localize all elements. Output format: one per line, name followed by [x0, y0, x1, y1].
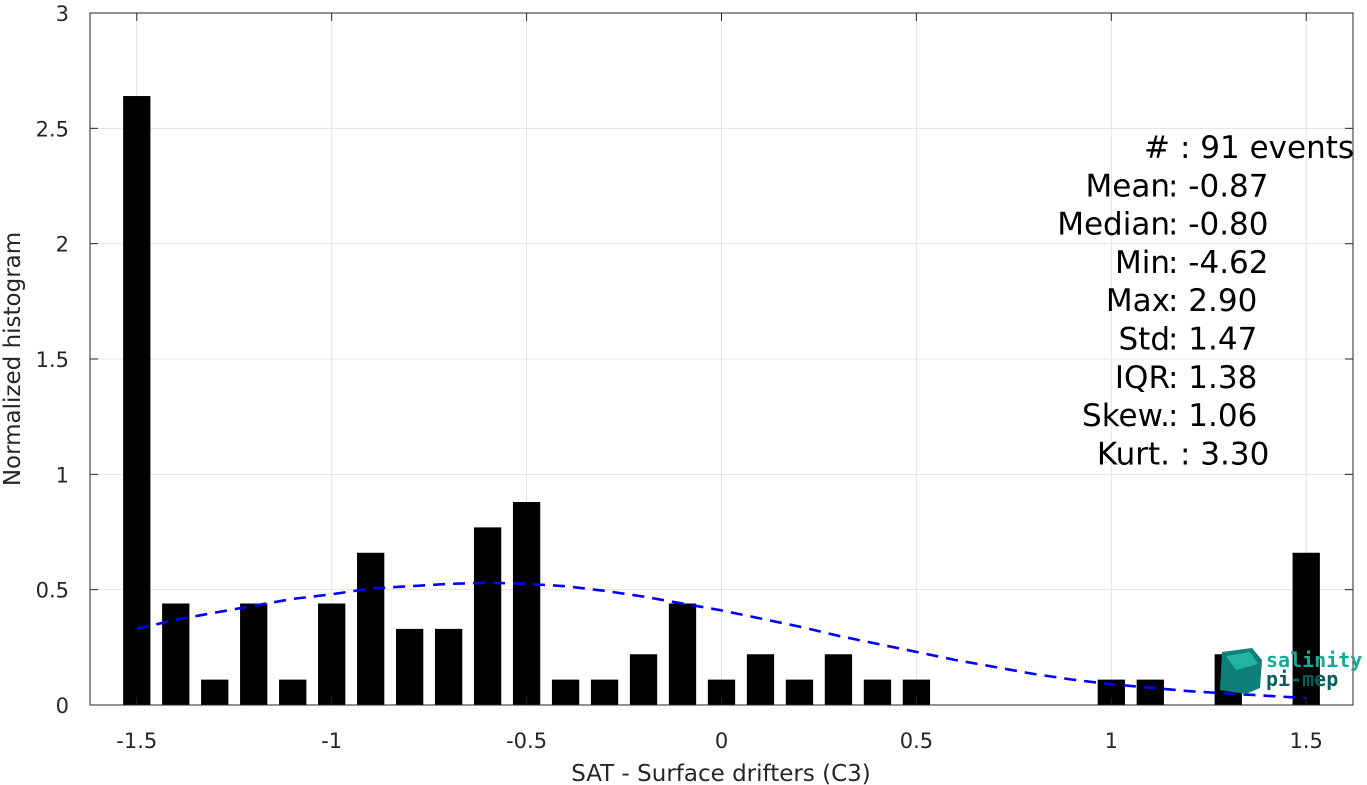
histogram-bar — [473, 527, 502, 705]
histogram-bar — [863, 679, 892, 705]
stat-label: # — [1144, 130, 1170, 166]
histogram-bar — [590, 679, 619, 705]
histogram-bar — [396, 628, 424, 705]
y-tick-label: 0 — [56, 694, 69, 718]
y-axis-label: Normalized histogram — [0, 232, 26, 486]
y-tick-label: 1.5 — [36, 348, 69, 372]
logo-text-salinity: salinity — [1266, 648, 1362, 672]
histogram-bar — [162, 603, 190, 705]
stat-label: Median — [1057, 207, 1170, 243]
stat-label: IQR — [1115, 360, 1170, 396]
histogram-bar — [512, 502, 541, 705]
stat-label: Max — [1106, 283, 1170, 319]
histogram-bar — [746, 654, 775, 705]
histogram-bar — [551, 679, 580, 705]
x-tick-label: -1 — [321, 729, 342, 753]
x-tick-label: 0.5 — [900, 729, 933, 753]
stat-value: : -0.80 — [1168, 207, 1269, 243]
histogram-bar — [668, 603, 697, 705]
x-tick-label: 0 — [715, 729, 728, 753]
x-tick-label: -0.5 — [506, 729, 547, 753]
logo-emblem-highlight — [1226, 652, 1258, 670]
histogram-bar — [434, 628, 463, 705]
gaussian-fit-curve — [136, 581, 1307, 700]
stat-value: : -0.87 — [1168, 168, 1269, 204]
stat-label: Mean — [1086, 168, 1170, 204]
histogram-bar — [279, 679, 307, 705]
stat-label: Kurt. — [1097, 436, 1170, 472]
histogram-bar — [201, 679, 229, 705]
histogram-bar — [123, 96, 151, 706]
axis-ticks: -1.5 -1 -0.5 0 0.5 1 1.5 0 0.5 1 1.5 2 2.5 3 — [36, 2, 1353, 753]
x-tick-label: -1.5 — [116, 729, 157, 753]
histogram-bars — [123, 96, 1320, 706]
histogram-bar — [629, 654, 658, 705]
stat-value: : 1.06 — [1168, 398, 1257, 434]
y-tick-label: 1 — [56, 463, 69, 487]
x-tick-label: 1 — [1105, 729, 1118, 753]
stat-value: : -4.62 — [1168, 245, 1269, 281]
histogram-bar — [357, 552, 385, 705]
salinity-pi-mep-logo: salinity pi-mep — [1220, 648, 1362, 694]
stat-value: : 1.38 — [1168, 360, 1257, 396]
y-tick-label: 3 — [56, 2, 69, 26]
histogram-bar — [1292, 552, 1320, 705]
y-tick-label: 0.5 — [36, 579, 69, 603]
logo-text-pi-mep: pi-mep — [1266, 667, 1338, 691]
histogram-bar — [785, 679, 814, 705]
stat-value: : 3.30 — [1180, 436, 1269, 472]
stat-value: : 2.90 — [1168, 283, 1257, 319]
stat-label: Std — [1118, 322, 1170, 358]
histogram-bar — [1136, 679, 1164, 705]
y-tick-label: 2 — [56, 233, 69, 257]
stat-label: Min — [1115, 245, 1170, 281]
x-axis-label: SAT - Surface drifters (C3) — [571, 761, 871, 785]
histogram-bar — [318, 603, 346, 705]
stat-value: : 91 events — [1180, 130, 1354, 166]
histogram-bar — [824, 654, 853, 705]
x-tick-label: 1.5 — [1290, 729, 1323, 753]
y-tick-label: 2.5 — [36, 117, 69, 141]
histogram-bar — [240, 603, 268, 705]
stat-label: Skew. — [1082, 398, 1170, 434]
stat-value: : 1.47 — [1168, 322, 1257, 358]
